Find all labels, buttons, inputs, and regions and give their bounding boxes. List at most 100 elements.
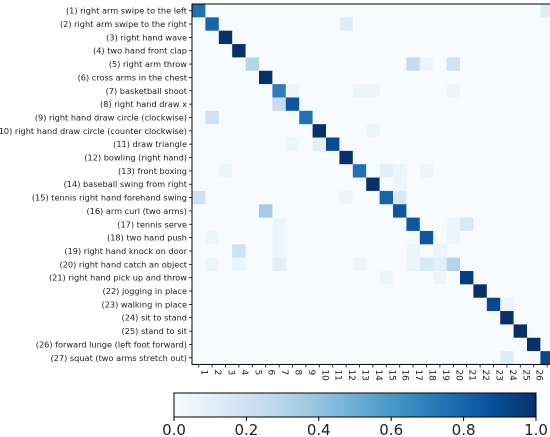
heatmap-cell [366,137,380,152]
heatmap-cell [419,17,434,32]
row-label: (23) walking in place [102,299,188,309]
heatmap-cell [205,44,220,58]
heatmap-cell [419,217,434,232]
heatmap-cell [460,257,474,272]
row-label: (12) bowling (right hand) [84,153,187,163]
heatmap-cell [245,110,260,125]
heatmap-cell [393,57,407,72]
heatmap-cell [299,324,313,339]
heatmap-cell [218,150,233,165]
heatmap-cell [192,244,206,259]
heatmap-cell [540,84,550,98]
heatmap-cell [299,230,313,245]
heatmap-cell [232,337,246,352]
heatmap-cell [486,164,501,178]
heatmap-cell [433,351,447,365]
heatmap-cell [513,284,528,299]
heatmap-cell [326,124,340,138]
heatmap-cell [232,150,246,165]
heatmap-cell [460,351,474,365]
heatmap-cell [446,57,461,72]
heatmap-cell [312,84,327,98]
heatmap-cell [419,124,434,138]
heatmap-cell [460,70,474,85]
heatmap-cell [406,204,421,218]
heatmap-cell [272,97,287,112]
heatmap-cell [473,337,488,352]
heatmap-cell [205,351,220,365]
heatmap-cell [312,217,327,232]
heatmap-cell [393,4,407,18]
column-label: 8 [293,369,303,375]
heatmap-cell [192,324,206,339]
heatmap-cell [339,84,354,98]
heatmap-cell [460,217,474,232]
heatmap-cell [406,4,421,18]
heatmap-cell [433,150,447,165]
heatmap-cell [218,137,233,152]
heatmap-cell [232,311,246,325]
heatmap-cell [299,297,313,312]
heatmap-cell [312,271,327,285]
column-label: 14 [373,369,383,381]
colorbar-tick-label: 1.0 [524,421,548,437]
heatmap-cell [232,257,246,272]
heatmap-cell [232,271,246,285]
heatmap-cell [352,257,367,272]
heatmap-cell [312,17,327,32]
heatmap-cell [192,217,206,232]
heatmap-cell [500,164,514,178]
heatmap-cell [218,271,233,285]
heatmap-cell [259,324,273,339]
row-label: (4) two hand front clap [93,46,187,56]
heatmap-cell [513,97,528,112]
heatmap-cell [272,244,287,259]
heatmap-cell [513,110,528,125]
heatmap-cell [232,4,246,18]
heatmap-cell [326,337,340,352]
heatmap-cell [500,17,514,32]
heatmap-cell [259,44,273,58]
heatmap-cell [339,97,354,112]
heatmap-cell [326,204,340,218]
heatmap-cell [205,244,220,259]
heatmap-cell [446,137,461,152]
heatmap-cell [218,84,233,98]
heatmap-cell [245,137,260,152]
heatmap-cell [312,257,327,272]
heatmap-cell [232,124,246,138]
heatmap-cell [299,17,313,32]
heatmap-cell [366,44,380,58]
heatmap-cell [500,217,514,232]
heatmap-cell [379,84,394,98]
heatmap-cell [218,4,233,18]
heatmap-cell [486,70,501,85]
heatmap-cell [339,297,354,312]
heatmap-cell [218,190,233,205]
heatmap-cell [527,97,541,112]
heatmap-cell [245,297,260,312]
heatmap-cell [486,124,501,138]
heatmap-cell [299,271,313,285]
heatmap-cell [312,351,327,365]
heatmap-cell [192,17,206,32]
heatmap-cell [419,297,434,312]
heatmap-cell [192,311,206,325]
heatmap-cell [473,124,488,138]
heatmap-cell [473,297,488,312]
heatmap-cell [259,217,273,232]
heatmap-cell [232,110,246,125]
heatmap-cell [245,230,260,245]
heatmap-cell [192,110,206,125]
heatmap-cell [326,137,340,152]
heatmap-cell [393,324,407,339]
row-label: (27) squat (two arms stretch out) [51,353,188,363]
heatmap-cell [473,271,488,285]
heatmap-cell [366,311,380,325]
heatmap-cell [527,4,541,18]
heatmap-cell [500,137,514,152]
heatmap-cell [460,230,474,245]
heatmap-cell [232,204,246,218]
heatmap-cell [446,190,461,205]
heatmap-cell [513,44,528,58]
